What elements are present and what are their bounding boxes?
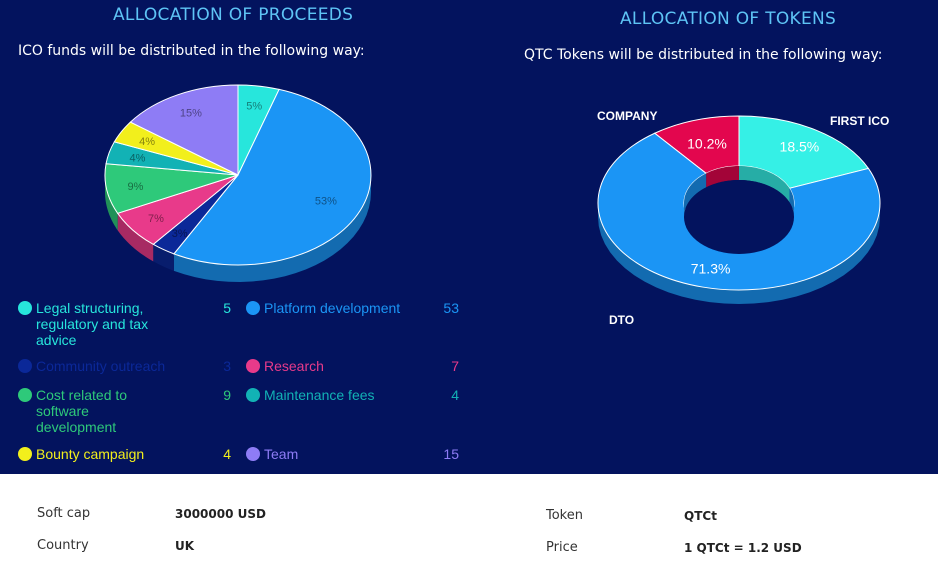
legend-label: Bounty campaign <box>36 446 145 462</box>
legend-value-maintenance-fees: 4 <box>451 387 459 403</box>
price-label: Price <box>546 540 578 555</box>
legend-item-legal-structuring-regulatory-and-tax-advice[interactable]: Legal structuring, regulatory and tax ad… <box>18 300 178 348</box>
proceeds-slice-side-community-outreach <box>153 244 174 271</box>
legend-value-team: 15 <box>443 446 459 462</box>
tokens-category-label-company: COMPANY <box>597 109 657 123</box>
tokens-category-label-first-ico: FIRST ICO <box>830 114 889 128</box>
tokens-pct-label-dto: 71.3% <box>691 261 731 277</box>
legend-item-platform-development[interactable]: Platform development <box>246 300 436 316</box>
legend-value-cost-related-to-software-development: 9 <box>223 387 231 403</box>
legend-label: Cost related to software development <box>36 387 128 435</box>
proceeds-slice-platform-development[interactable] <box>173 88 372 266</box>
legend-label: Maintenance fees <box>264 387 375 403</box>
tokens-hole-wall-company <box>706 166 739 188</box>
country-value: UK <box>175 539 195 553</box>
proceeds-slice-label-platform-development: 53% <box>315 196 337 208</box>
legend-value-legal-structuring-regulatory-and-tax-advice: 5 <box>223 300 231 316</box>
proceeds-title: ALLOCATION OF PROCEEDS <box>113 5 354 25</box>
legend-value-research: 7 <box>451 358 459 374</box>
legend-label: Team <box>264 446 299 462</box>
soft-cap-value: 3000000 USD <box>175 507 266 521</box>
country-label: Country <box>37 538 89 553</box>
legend-item-research[interactable]: Research <box>246 358 436 374</box>
legend-dot-icon <box>246 388 260 402</box>
proceeds-slice-label-maintenance-fees: 4% <box>130 153 146 165</box>
soft-cap-label: Soft cap <box>37 506 91 521</box>
proceeds-slice-side-platform-development <box>173 175 371 282</box>
price-value: 1 QTCt = 1.2 USD <box>684 541 802 555</box>
legend-value-platform-development: 53 <box>443 300 459 316</box>
proceeds-pie-chart: 5% 53% 3% 7% 9% 4% 4% 15% 10.2% 18.5% 71.3% COMPANY… <box>104 84 889 327</box>
tokens-hole-wall-dto <box>684 173 707 217</box>
legend-dot-icon <box>246 301 260 315</box>
proceeds-slice-label-community-outreach: 3% <box>172 228 188 240</box>
legend-label: Legal structuring, regulatory and tax ad… <box>36 300 149 348</box>
tokens-hole-wall-first-ico <box>739 166 790 203</box>
legend-dot-icon <box>246 359 260 373</box>
token-label: Token <box>546 508 583 523</box>
legend-item-team[interactable]: Team <box>246 446 436 462</box>
legend-item-community-outreach[interactable]: Community outreach <box>18 358 218 374</box>
legend-label: Community outreach <box>36 358 166 374</box>
legend-dot-icon <box>18 388 32 402</box>
tokens-pct-label-first-ico: 18.5% <box>780 138 820 154</box>
tokens-pct-label-company: 10.2% <box>687 136 727 152</box>
tokens-hole-wall-dto <box>789 188 794 217</box>
token-value: QTCt <box>684 509 717 523</box>
proceeds-slice-side-research <box>117 213 154 262</box>
legend-item-bounty-campaign[interactable]: Bounty campaign <box>18 446 208 462</box>
legend-item-maintenance-fees[interactable]: Maintenance fees <box>246 387 436 403</box>
legend-value-bounty-campaign: 4 <box>223 446 231 462</box>
legend-dot-icon <box>246 447 260 461</box>
legend-label: Platform development <box>264 300 401 316</box>
legend-value-community-outreach: 3 <box>223 358 231 374</box>
proceeds-slice-label-research: 7% <box>148 213 164 225</box>
tokens-category-label-dto: DTO <box>609 313 634 327</box>
legend-item-cost-related-to-software-development[interactable]: Cost related to software development <box>18 387 158 435</box>
proceeds-slice-label-team: 15% <box>180 108 202 120</box>
proceeds-subtitle: ICO funds will be distributed in the fol… <box>18 43 365 59</box>
legend-label: Research <box>264 358 324 374</box>
legend-dot-icon <box>18 359 32 373</box>
tokens-title: ALLOCATION OF TOKENS <box>620 9 837 29</box>
legend-dot-icon <box>18 301 32 315</box>
proceeds-slice-label-legal-structuring-regulatory-and-tax-advice: 5% <box>246 101 262 113</box>
proceeds-slice-label-cost-related-to-software-development: 9% <box>128 181 144 193</box>
legend-dot-icon <box>18 447 32 461</box>
tokens-donut-hole <box>684 180 794 254</box>
proceeds-slice-team[interactable] <box>129 84 239 176</box>
proceeds-slice-label-bounty-campaign: 4% <box>139 136 155 148</box>
tokens-subtitle: QTC Tokens will be distributed in the fo… <box>524 47 883 63</box>
